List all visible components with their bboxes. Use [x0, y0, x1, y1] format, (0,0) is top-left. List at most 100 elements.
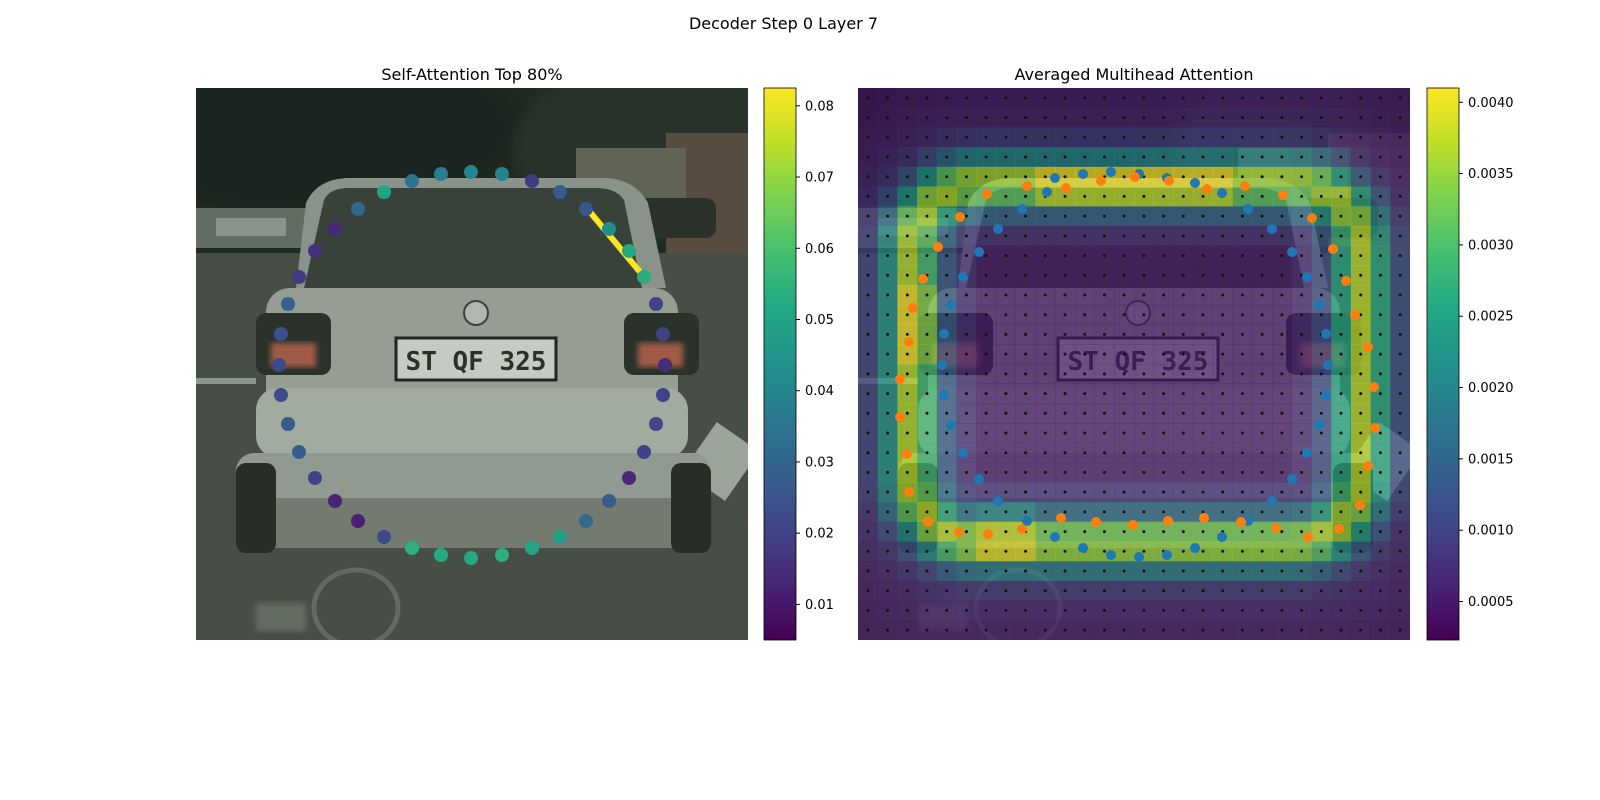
grid-dot — [1083, 451, 1087, 455]
grid-dot — [1378, 490, 1382, 494]
grid-dot — [1221, 254, 1225, 258]
grid-dot — [1240, 352, 1244, 356]
grid-dot — [1339, 234, 1343, 238]
grid-dot — [1260, 352, 1264, 356]
series-1-point-6 — [1202, 184, 1212, 194]
grid-dot — [1240, 273, 1244, 277]
grid-dot — [1300, 392, 1304, 396]
grid-dot — [1280, 214, 1284, 218]
grid-dot — [1221, 313, 1225, 317]
grid-dot — [1398, 589, 1402, 593]
grid-dot — [1319, 352, 1323, 356]
grid-dot — [866, 273, 870, 277]
grid-dot — [866, 411, 870, 415]
series-1-point-0 — [982, 189, 992, 199]
grid-dot — [1300, 628, 1304, 632]
grid-dot — [945, 372, 949, 376]
grid-dot — [1201, 155, 1205, 159]
grid-dot — [1378, 135, 1382, 139]
grid-dot — [1221, 451, 1225, 455]
grid-dot — [866, 116, 870, 120]
grid-dot — [886, 490, 890, 494]
grid-dot — [1221, 470, 1225, 474]
grid-dot — [984, 313, 988, 317]
grid-dot — [1162, 372, 1166, 376]
grid-dot — [1398, 628, 1402, 632]
series-1-point-5 — [1164, 176, 1174, 186]
grid-dot — [1280, 392, 1284, 396]
grid-dot — [1339, 96, 1343, 100]
grid-dot — [905, 352, 909, 356]
grid-dot — [1221, 234, 1225, 238]
grid-dot — [1300, 411, 1304, 415]
grid-dot — [1004, 313, 1008, 317]
grid-dot — [984, 549, 988, 553]
grid-dot — [1102, 451, 1106, 455]
grid-dot — [1359, 589, 1363, 593]
right-colorbar-tick-label: 0.0030 — [1468, 238, 1514, 253]
grid-dot — [1162, 194, 1166, 198]
grid-dot — [1201, 530, 1205, 534]
grid-dot — [1398, 135, 1402, 139]
grid-dot — [1221, 589, 1225, 593]
grid-dot — [1280, 293, 1284, 297]
grid-dot — [1300, 490, 1304, 494]
self-attention-point-27 — [351, 514, 365, 528]
grid-dot — [886, 628, 890, 632]
grid-dot — [945, 411, 949, 415]
grid-dot — [1142, 549, 1146, 553]
grid-dot — [945, 234, 949, 238]
grid-dot — [1142, 530, 1146, 534]
grid-dot — [945, 608, 949, 612]
grid-dot — [1378, 549, 1382, 553]
grid-dot — [1004, 530, 1008, 534]
grid-dot — [945, 628, 949, 632]
grid-dot — [886, 332, 890, 336]
self-attention-point-15 — [649, 417, 663, 431]
series-1-point-4 — [1130, 172, 1140, 182]
figure-suptitle: Decoder Step 0 Layer 7 — [689, 14, 878, 33]
grid-dot — [886, 254, 890, 258]
grid-dot — [866, 155, 870, 159]
grid-dot — [866, 135, 870, 139]
grid-dot — [964, 175, 968, 179]
grid-dot — [1398, 116, 1402, 120]
grid-dot — [1319, 490, 1323, 494]
grid-dot — [1319, 372, 1323, 376]
grid-dot — [1300, 313, 1304, 317]
grid-dot — [925, 332, 929, 336]
grid-dot — [1181, 628, 1185, 632]
grid-dot — [1181, 352, 1185, 356]
grid-dot — [1280, 510, 1284, 514]
grid-dot — [1024, 273, 1028, 277]
grid-dot — [866, 510, 870, 514]
grid-dot — [1181, 273, 1185, 277]
grid-dot — [1398, 175, 1402, 179]
grid-dot — [1280, 273, 1284, 277]
self-attention-point-10 — [637, 270, 651, 284]
grid-dot — [1260, 392, 1264, 396]
grid-dot — [945, 313, 949, 317]
grid-dot — [1359, 155, 1363, 159]
grid-dot — [1142, 116, 1146, 120]
grid-dot — [1201, 549, 1205, 553]
grid-dot — [1024, 392, 1028, 396]
series-0-point-23 — [1134, 552, 1144, 562]
grid-dot — [1004, 293, 1008, 297]
grid-dot — [1300, 589, 1304, 593]
grid-dot — [1142, 293, 1146, 297]
series-0-point-22 — [1162, 550, 1172, 560]
grid-dot — [1122, 549, 1126, 553]
grid-dot — [1280, 470, 1284, 474]
grid-dot — [905, 273, 909, 277]
grid-dot — [1181, 530, 1185, 534]
grid-dot — [886, 431, 890, 435]
grid-dot — [886, 155, 890, 159]
grid-dot — [1221, 510, 1225, 514]
grid-dot — [886, 214, 890, 218]
left-colorbar-tick-label: 0.08 — [805, 99, 834, 114]
grid-dot — [1260, 431, 1264, 435]
right-colorbar-ticks: 0.0005 0.0010 0.0015 0.0020 0.0025 0.0030 0.00… — [1459, 96, 1514, 610]
grid-dot — [1142, 628, 1146, 632]
grid-dot — [1339, 214, 1343, 218]
